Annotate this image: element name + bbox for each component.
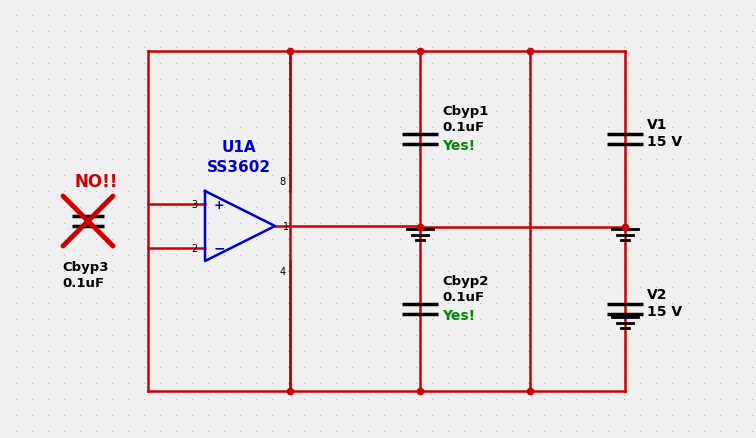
Text: 2: 2 <box>191 243 197 253</box>
Text: 0.1uF: 0.1uF <box>62 277 104 290</box>
Text: 8: 8 <box>280 177 286 187</box>
Text: 0.1uF: 0.1uF <box>442 121 484 134</box>
Text: 3: 3 <box>191 200 197 210</box>
Text: Cbyp2: Cbyp2 <box>442 275 488 288</box>
Text: SS3602: SS3602 <box>207 160 271 175</box>
Text: Cbyp3: Cbyp3 <box>62 261 109 274</box>
Text: Yes!: Yes! <box>442 308 475 322</box>
Text: +: + <box>214 198 225 211</box>
Text: −: − <box>213 241 225 255</box>
Text: U1A: U1A <box>222 140 256 155</box>
Text: 0.1uF: 0.1uF <box>442 291 484 304</box>
Text: V1: V1 <box>647 118 668 132</box>
Text: 15 V: 15 V <box>647 304 682 318</box>
Text: 1: 1 <box>283 222 289 231</box>
Text: 4: 4 <box>280 266 286 276</box>
Text: 15 V: 15 V <box>647 135 682 148</box>
Text: Yes!: Yes! <box>442 139 475 153</box>
Text: V2: V2 <box>647 287 668 301</box>
Text: Cbyp1: Cbyp1 <box>442 105 488 118</box>
Text: NO!!: NO!! <box>74 173 118 191</box>
